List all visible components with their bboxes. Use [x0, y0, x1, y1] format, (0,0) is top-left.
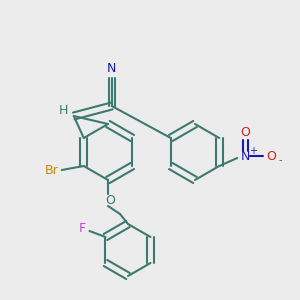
Text: O: O	[240, 125, 250, 139]
Text: +: +	[249, 146, 257, 156]
Text: O: O	[105, 194, 115, 206]
Text: F: F	[79, 223, 86, 236]
Text: Br: Br	[45, 164, 58, 176]
Text: N: N	[107, 61, 116, 74]
Text: H: H	[59, 104, 68, 118]
Text: O: O	[266, 149, 276, 163]
Text: -: -	[278, 155, 282, 165]
Text: N: N	[241, 149, 250, 163]
